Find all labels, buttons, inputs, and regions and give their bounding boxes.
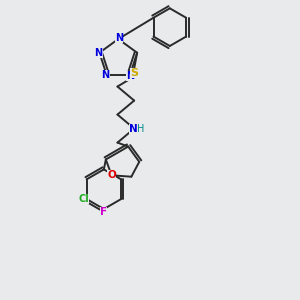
Text: H: H xyxy=(137,124,145,134)
Text: Cl: Cl xyxy=(78,194,89,204)
Text: N: N xyxy=(102,70,110,80)
Text: N: N xyxy=(126,71,134,81)
Text: N: N xyxy=(129,124,138,134)
Text: N: N xyxy=(94,48,103,58)
Text: F: F xyxy=(100,207,107,217)
Text: S: S xyxy=(130,68,138,77)
Text: O: O xyxy=(107,170,116,180)
Text: N: N xyxy=(115,33,123,43)
